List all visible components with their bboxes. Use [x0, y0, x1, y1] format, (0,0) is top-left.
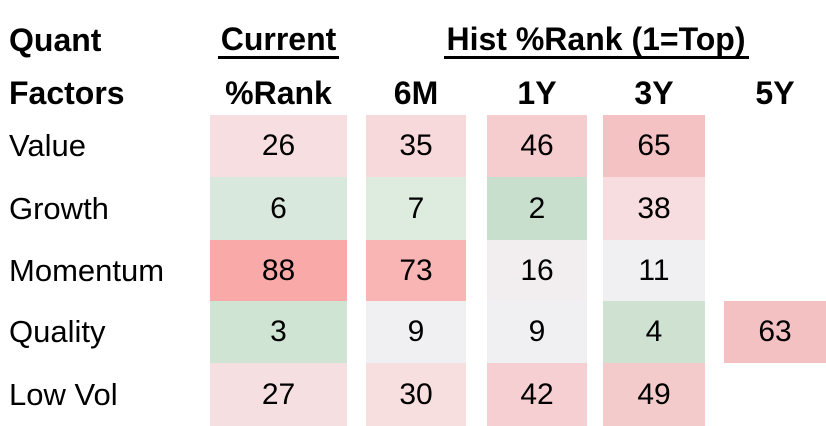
current-header: Current — [210, 0, 347, 62]
cell-value-1y: 46 — [487, 115, 587, 177]
cell-growth-3y: 38 — [603, 177, 705, 240]
cell-low-vol-5y — [724, 363, 826, 426]
cell-quality-6m: 9 — [366, 301, 466, 363]
cell-momentum-5y — [724, 240, 826, 301]
table-title-line1: Quant — [0, 0, 210, 62]
cell-low-vol-6m: 30 — [366, 363, 466, 426]
cell-value-6m: 35 — [366, 115, 466, 177]
cell-value-3y: 65 — [603, 115, 705, 177]
cell-quality-5y: 63 — [724, 301, 826, 363]
cell-growth-1y: 2 — [487, 177, 587, 240]
current-subheader: %Rank — [225, 75, 332, 111]
hist-rank-header-label: Hist %Rank (1=Top) — [443, 23, 749, 59]
hist-rank-header: Hist %Rank (1=Top) — [366, 0, 826, 62]
cell-quality-1y: 9 — [487, 301, 587, 363]
title-text-factors: Factors — [9, 75, 125, 111]
cell-momentum-6m: 73 — [366, 240, 466, 301]
cell-growth-6m: 7 — [366, 177, 466, 240]
row-label-quality: Quality — [9, 314, 106, 349]
cell-momentum-1y: 16 — [487, 240, 587, 301]
cell-low-vol-3y: 49 — [603, 363, 705, 426]
column-header-3y: 3Y — [634, 75, 674, 111]
row-label-momentum: Momentum — [9, 252, 165, 288]
cell-value-current: 26 — [210, 115, 347, 177]
cell-momentum-3y: 11 — [603, 240, 705, 301]
title-text-quant: Quant — [9, 22, 102, 58]
column-header-1y: 1Y — [517, 75, 557, 111]
row-label-growth: Growth — [9, 190, 109, 226]
cell-growth-current: 6 — [210, 177, 347, 240]
row-label-value: Value — [9, 128, 86, 163]
cell-quality-3y: 4 — [603, 301, 705, 363]
cell-low-vol-current: 27 — [210, 363, 347, 426]
cell-quality-current: 3 — [210, 301, 347, 363]
cell-value-5y — [724, 115, 826, 177]
current-header-label: Current — [217, 23, 340, 59]
table-title-line2: Factors — [0, 62, 210, 115]
cell-growth-5y — [724, 177, 826, 240]
cell-low-vol-1y: 42 — [487, 363, 587, 426]
cell-momentum-current: 88 — [210, 240, 347, 301]
row-label-low-vol: Low Vol — [9, 376, 118, 412]
column-header-5y: 5Y — [755, 75, 795, 111]
column-header-6m: 6M — [393, 75, 439, 111]
